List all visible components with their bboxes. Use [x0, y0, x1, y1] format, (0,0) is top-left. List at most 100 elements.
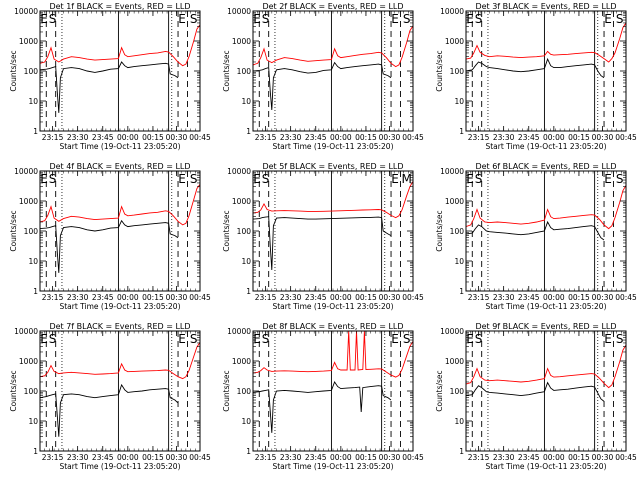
x-tick-label: 23:30 [67, 133, 89, 142]
panel-title: Det 2f BLACK = Events, RED = LLD [262, 2, 403, 11]
y-tick-label: 10 [28, 97, 38, 106]
x-tick-label: 00:15 [355, 293, 377, 302]
x-tick-label: 00:00 [330, 133, 352, 142]
x-tick-label: 00:45 [189, 293, 211, 302]
marker-letter: S [49, 332, 57, 346]
y-tick-label: 100 [237, 387, 252, 396]
lld-series-line [253, 181, 413, 219]
y-tick-label: 10000 [14, 327, 38, 336]
y-tick-label: 10000 [227, 7, 251, 16]
y-tick-label: 100 [24, 227, 39, 236]
marker-letter: E [466, 172, 474, 186]
marker-letter: E [604, 12, 612, 26]
y-tick-label: 10 [28, 417, 38, 426]
x-tick-label: 00:00 [330, 453, 352, 462]
marker-letter: S [262, 12, 270, 26]
y-tick-label: 1000 [232, 197, 251, 206]
marker-lines [45, 11, 188, 131]
marker-letter: S [616, 12, 624, 26]
y-tick-label: 10000 [440, 167, 464, 176]
y-tick-label: 10 [241, 257, 251, 266]
x-axis-label: Start Time (19-Oct-11 23:05:20) [272, 462, 393, 471]
plot-frame [252, 170, 414, 292]
marker-letter: S [403, 12, 411, 26]
marker-letter: E [253, 12, 261, 26]
y-tick-label: 1000 [19, 197, 38, 206]
marker-letter: E [178, 332, 186, 346]
x-tick-label: 23:15 [42, 453, 64, 462]
events-series-line [466, 381, 605, 402]
panel-title: Det 9f BLACK = Events, RED = LLD [475, 322, 616, 331]
plot-frame [465, 170, 627, 292]
marker-letter: E [391, 332, 399, 346]
y-tick-label: 1 [246, 127, 251, 136]
x-tick-label: 23:15 [42, 293, 64, 302]
marker-letter: E [40, 332, 48, 346]
x-tick-label: 00:45 [189, 453, 211, 462]
y-tick-label: 10 [454, 417, 464, 426]
y-axis-label: Counts/sec [435, 210, 444, 251]
plot-frame [39, 10, 201, 132]
x-tick-label: 00:45 [615, 453, 637, 462]
y-tick-label: 1000 [19, 37, 38, 46]
panel-title: Det 5f BLACK = Events, RED = LLD [262, 162, 403, 171]
x-tick-label: 00:30 [592, 133, 614, 142]
x-tick-label: 23:30 [280, 293, 302, 302]
y-tick-label: 100 [24, 387, 39, 396]
x-axis-label: Start Time (19-Oct-11 23:05:20) [272, 302, 393, 311]
x-tick-label: 00:30 [592, 293, 614, 302]
marker-letter: S [475, 332, 483, 346]
x-tick-label: 00:00 [543, 453, 565, 462]
y-tick-label: 10 [28, 257, 38, 266]
x-tick-label: 23:45 [518, 453, 540, 462]
marker-lines [471, 171, 614, 291]
events-series-line [466, 57, 605, 79]
panel-title: Det 7f BLACK = Events, RED = LLD [49, 322, 190, 331]
x-tick-label: 23:30 [493, 133, 515, 142]
events-series-line [40, 383, 179, 437]
plot-frame [465, 10, 627, 132]
x-tick-label: 23:45 [305, 453, 327, 462]
x-tick-label: 00:15 [355, 133, 377, 142]
x-tick-label: 23:45 [518, 293, 540, 302]
x-tick-label: 23:15 [468, 133, 490, 142]
events-series-line [253, 216, 392, 271]
x-tick-label: 00:30 [379, 133, 401, 142]
y-tick-label: 1 [33, 287, 38, 296]
x-tick-label: 00:30 [166, 453, 188, 462]
x-tick-label: 23:45 [305, 293, 327, 302]
x-tick-label: 23:15 [255, 133, 277, 142]
panel-title: Det 4f BLACK = Events, RED = LLD [49, 162, 190, 171]
x-tick-label: 23:45 [518, 133, 540, 142]
y-axis-label: Counts/sec [9, 370, 18, 411]
x-axis-label: Start Time (19-Oct-11 23:05:20) [59, 142, 180, 151]
y-tick-label: 10 [241, 417, 251, 426]
panel-title: Det 1f BLACK = Events, RED = LLD [49, 2, 190, 11]
x-tick-label: 00:45 [615, 133, 637, 142]
events-series-line [466, 220, 605, 241]
marker-letter: E [391, 172, 399, 186]
x-tick-label: 23:15 [42, 133, 64, 142]
x-tick-label: 00:45 [402, 293, 424, 302]
x-tick-label: 00:30 [379, 293, 401, 302]
marker-lines [45, 171, 188, 291]
x-tick-label: 00:15 [568, 453, 590, 462]
plot-frame [252, 10, 414, 132]
x-tick-label: 00:00 [330, 293, 352, 302]
y-tick-label: 1 [246, 447, 251, 456]
x-axis-label: Start Time (19-Oct-11 23:05:20) [59, 462, 180, 471]
marker-letter: S [190, 172, 198, 186]
marker-lines [471, 11, 614, 131]
marker-letter: S [49, 12, 57, 26]
y-tick-label: 1000 [445, 37, 464, 46]
y-axis-label: Counts/sec [435, 370, 444, 411]
marker-letter: E [604, 172, 612, 186]
marker-letter: S [475, 12, 483, 26]
lld-series-line [40, 24, 200, 67]
